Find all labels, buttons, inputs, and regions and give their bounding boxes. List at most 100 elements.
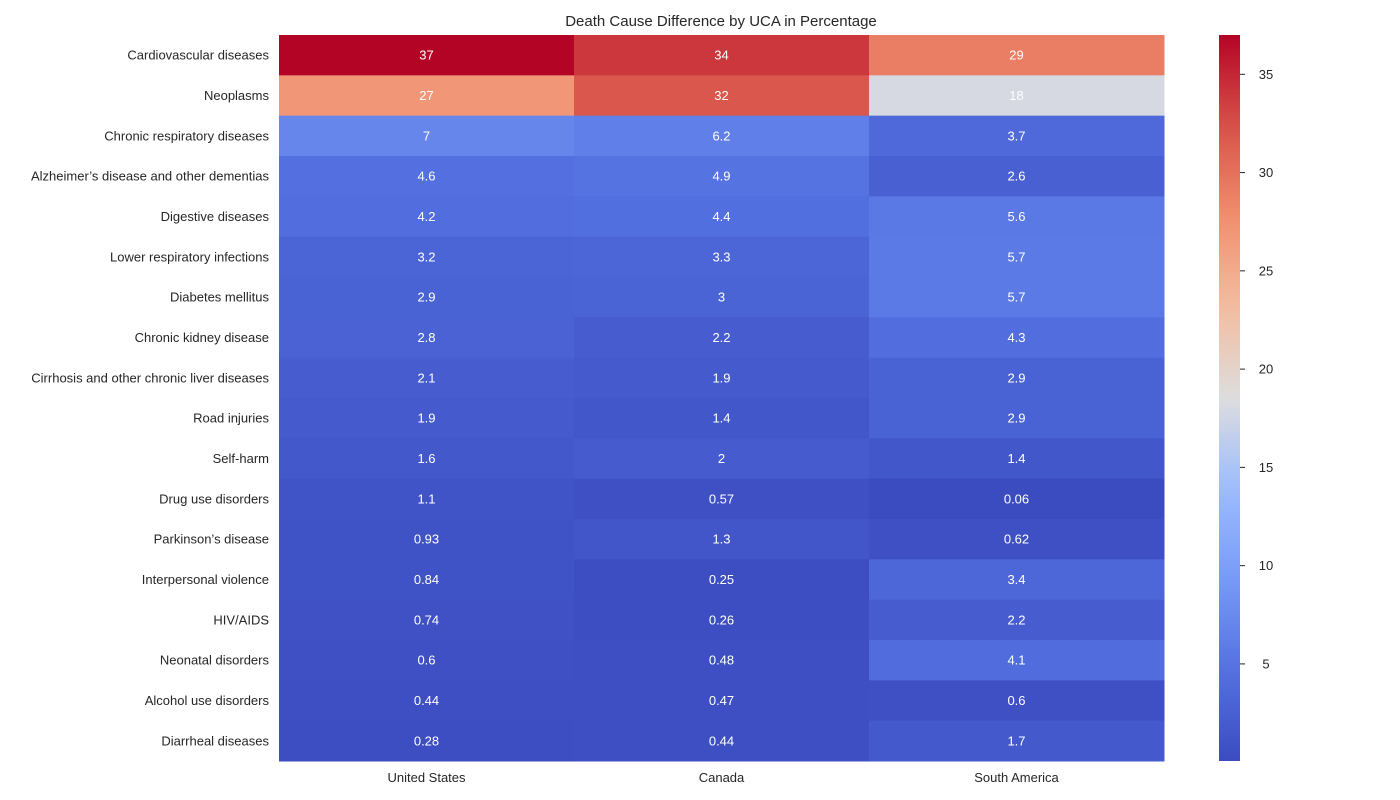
cell-value-label: 27 xyxy=(419,88,433,103)
heatmap-cell xyxy=(574,35,870,76)
row-label: Diarrheal diseases xyxy=(161,733,269,748)
cell-value-label: 4.9 xyxy=(712,169,730,184)
cell-value-label: 2.9 xyxy=(1007,411,1025,426)
cell-value-label: 6.2 xyxy=(712,128,730,143)
cell-value-label: 0.25 xyxy=(709,572,734,587)
heatmap-cell xyxy=(869,438,1165,480)
cell-value-label: 1.9 xyxy=(712,370,730,385)
cell-value-label: 5.7 xyxy=(1007,290,1025,305)
chart-title: Death Cause Difference by UCA in Percent… xyxy=(565,13,877,30)
heatmap-cell xyxy=(574,599,870,641)
row-label: Lower respiratory infections xyxy=(110,249,269,264)
cell-value-label: 3.7 xyxy=(1007,128,1025,143)
row-label: Cirrhosis and other chronic liver diseas… xyxy=(31,370,269,385)
heatmap-cell xyxy=(574,559,870,601)
heatmap-cell xyxy=(279,640,575,681)
row-label: Chronic respiratory diseases xyxy=(104,128,269,143)
heatmap-cell xyxy=(279,720,575,762)
column-label: United States xyxy=(387,770,466,785)
cell-value-label: 0.62 xyxy=(1004,532,1029,547)
heatmap-cell xyxy=(869,277,1165,318)
cell-value-label: 1.9 xyxy=(417,411,435,426)
heatmap-cell xyxy=(574,357,870,399)
heatmap-cell xyxy=(869,236,1165,278)
cell-value-label: 0.44 xyxy=(414,693,439,708)
heatmap-cell xyxy=(279,519,575,560)
cell-value-label: 0.57 xyxy=(709,491,734,506)
colorbar-tick-label: 30 xyxy=(1259,165,1273,180)
row-label: Road injuries xyxy=(193,411,269,426)
colorbar-tick-label: 10 xyxy=(1259,558,1273,573)
heatmap-cell xyxy=(574,640,870,681)
heatmap-cell xyxy=(869,115,1165,157)
heatmap-cell xyxy=(574,478,870,520)
heatmap-cell xyxy=(869,478,1165,520)
cell-value-label: 0.26 xyxy=(709,612,734,627)
cell-value-label: 4.4 xyxy=(712,209,730,224)
heatmap-cell xyxy=(574,75,870,117)
heatmap-cell xyxy=(869,398,1165,439)
row-label: Neonatal disorders xyxy=(160,653,270,668)
cell-value-label: 3.4 xyxy=(1007,572,1025,587)
row-label: Cardiovascular diseases xyxy=(127,48,269,63)
colorbar-tick-label: 20 xyxy=(1259,362,1273,377)
column-label: South America xyxy=(974,770,1059,785)
heatmap-cell xyxy=(869,519,1165,560)
heatmap-cell xyxy=(869,680,1165,722)
row-label: Interpersonal violence xyxy=(142,572,269,587)
heatmap-cell xyxy=(279,398,575,439)
row-label: Diabetes mellitus xyxy=(170,290,269,305)
heatmap-cell xyxy=(869,559,1165,601)
cell-value-label: 37 xyxy=(419,48,433,63)
cell-value-label: 18 xyxy=(1009,88,1023,103)
heatmap-cell xyxy=(869,357,1165,399)
heatmap-cell xyxy=(869,599,1165,641)
cell-value-label: 5.7 xyxy=(1007,249,1025,264)
cell-value-label: 4.1 xyxy=(1007,653,1025,668)
cell-value-label: 2 xyxy=(718,451,725,466)
cell-value-label: 0.84 xyxy=(414,572,439,587)
cell-value-label: 4.6 xyxy=(417,169,435,184)
cell-value-label: 4.2 xyxy=(417,209,435,224)
cell-value-label: 29 xyxy=(1009,48,1023,63)
heatmap-cell xyxy=(869,317,1165,359)
cell-value-label: 1.4 xyxy=(1007,451,1025,466)
cell-value-label: 7 xyxy=(423,128,430,143)
row-label: Alzheimer’s disease and other dementias xyxy=(31,169,269,184)
heatmap-cell xyxy=(574,519,870,560)
column-label: Canada xyxy=(699,770,745,785)
colorbar-gradient xyxy=(1219,35,1240,761)
cell-value-label: 0.6 xyxy=(1007,693,1025,708)
heatmap-cell xyxy=(279,357,575,399)
row-label: Alcohol use disorders xyxy=(145,693,270,708)
cell-value-label: 3 xyxy=(718,290,725,305)
heatmap-cell xyxy=(279,236,575,278)
heatmap-cell xyxy=(279,478,575,520)
heatmap-cell xyxy=(574,317,870,359)
cell-value-label: 0.28 xyxy=(414,733,439,748)
heatmap-cell xyxy=(574,438,870,480)
row-label: Neoplasms xyxy=(204,88,270,103)
row-label: Chronic kidney disease xyxy=(135,330,269,345)
cell-value-label: 3.3 xyxy=(712,249,730,264)
heatmap-cell xyxy=(279,559,575,601)
cell-value-label: 0.48 xyxy=(709,653,734,668)
row-label: Self-harm xyxy=(213,451,269,466)
cell-value-label: 1.1 xyxy=(417,491,435,506)
cell-value-label: 2.9 xyxy=(417,290,435,305)
cell-value-label: 5.6 xyxy=(1007,209,1025,224)
colorbar-tick-label: 25 xyxy=(1259,263,1273,278)
cell-value-label: 2.2 xyxy=(712,330,730,345)
heatmap-cell xyxy=(869,720,1165,762)
heatmap-cell xyxy=(279,599,575,641)
cell-value-label: 2.6 xyxy=(1007,169,1025,184)
cell-value-label: 32 xyxy=(714,88,728,103)
heatmap-cell xyxy=(279,75,575,117)
cell-value-label: 0.6 xyxy=(417,653,435,668)
cell-value-label: 2.1 xyxy=(417,370,435,385)
heatmap-cell xyxy=(574,236,870,278)
cell-value-label: 2.9 xyxy=(1007,370,1025,385)
